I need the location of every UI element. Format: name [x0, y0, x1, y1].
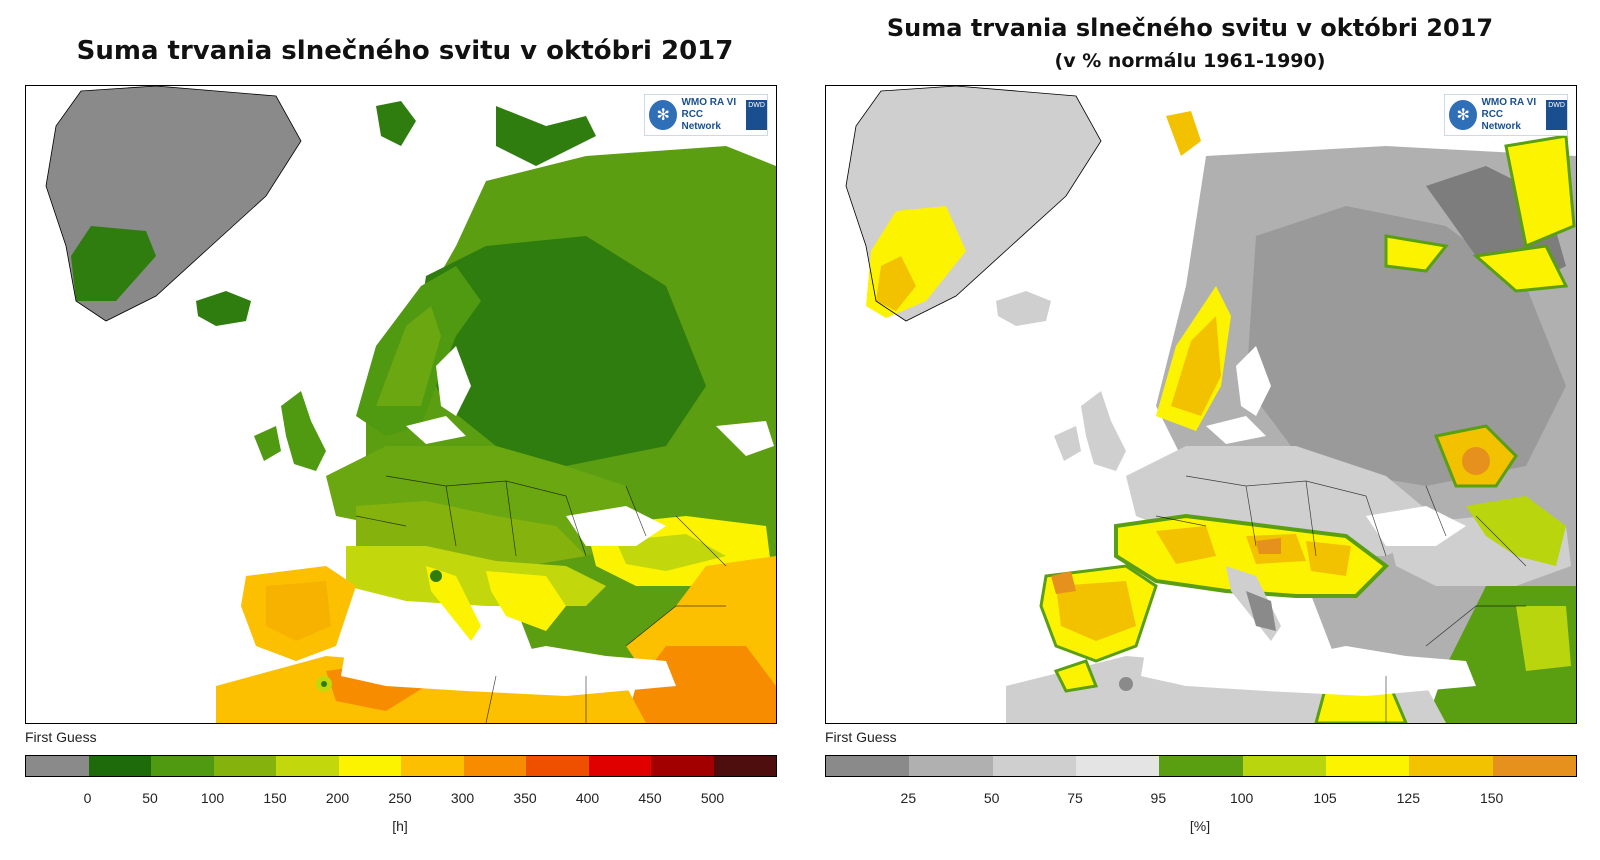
hours-legend-bar: [25, 755, 777, 777]
hours-legend-tick: 50: [142, 790, 158, 806]
sunshine-percent-map: ✻ WMO RA VI RCC Network DWD: [825, 85, 1577, 724]
percent-legend-tick: 150: [1479, 790, 1504, 806]
right-map-title: Suma trvania slnečného svitu v októbri 2…: [886, 14, 1494, 42]
hours-legend-tick: 500: [700, 790, 725, 806]
hours-legend-swatch: [651, 756, 714, 776]
hours-legend-swatch: [151, 756, 214, 776]
wmo-dwd-logo: ✻ WMO RA VI RCC Network DWD: [1444, 94, 1568, 136]
sunshine-hours-map-graphic: [45, 86, 776, 723]
left-map-title: Suma trvania slnečného svitu v októbri 2…: [76, 36, 734, 66]
percent-unit-label: [%]: [1189, 818, 1211, 834]
percent-legend-tick: 125: [1396, 790, 1421, 806]
hours-legend-tick: 250: [388, 790, 412, 806]
logo-line-2: RCC Network: [1481, 109, 1521, 132]
percent-legend-swatch: [1325, 756, 1410, 776]
hours-legend-swatch: [463, 756, 526, 776]
percent-legend-swatch: [1492, 756, 1576, 776]
first-guess-label: First Guess: [825, 729, 897, 745]
hours-legend-swatch: [713, 756, 776, 776]
logo-line-2: RCC Network: [681, 109, 721, 132]
percent-legend-tick: 75: [1067, 790, 1083, 806]
percent-legend-ticks: 25 50 75 95 100 105 125 150: [825, 790, 1575, 810]
first-guess-label: First Guess: [25, 729, 97, 745]
percent-legend-tick: 95: [1150, 790, 1167, 806]
logo-line-1: WMO RA VI: [1481, 97, 1537, 108]
hours-legend-tick: 0: [83, 790, 92, 806]
hours-legend-ticks: 0 50 100 150 200 250 300 350 400 450 500: [25, 790, 775, 810]
hours-legend-tick: 100: [200, 790, 225, 806]
percent-legend-tick: 100: [1229, 790, 1254, 806]
right-map-subtitle: (v % normálu 1961-1990): [1054, 50, 1326, 72]
percent-legend-tick: 50: [983, 790, 1000, 806]
hours-legend-tick: 300: [450, 790, 475, 806]
hours-unit-label: [h]: [392, 818, 408, 834]
percent-legend-swatch: [1242, 756, 1326, 776]
percent-legend-swatch: [826, 756, 910, 776]
percent-legend-tick: 105: [1313, 790, 1337, 806]
hours-legend-swatch: [26, 756, 89, 776]
hours-legend-swatch: [213, 756, 276, 776]
logo-text: WMO RA VI RCC Network: [681, 97, 742, 133]
hours-legend-swatch: [401, 756, 464, 776]
hours-legend-tick: 400: [575, 790, 600, 806]
percent-legend-tick: 25: [900, 790, 917, 806]
percent-legend-swatch: [1159, 756, 1243, 776]
hours-legend-tick: 450: [638, 790, 662, 806]
sunshine-hours-map: ✻ WMO RA VI RCC Network DWD: [25, 85, 777, 724]
wmo-logo-icon: ✻: [649, 100, 678, 130]
hours-legend-swatch: [338, 756, 401, 776]
percent-legend-swatch: [992, 756, 1076, 776]
logo-text: WMO RA VI RCC Network: [1481, 97, 1542, 133]
dwd-logo-icon: DWD: [746, 100, 767, 130]
dwd-logo-icon: DWD: [1546, 100, 1567, 130]
hours-legend-swatch: [88, 756, 151, 776]
percent-legend-swatch: [909, 756, 993, 776]
logo-line-1: WMO RA VI: [681, 97, 737, 108]
percent-legend-swatch: [1409, 756, 1493, 776]
wmo-dwd-logo: ✻ WMO RA VI RCC Network DWD: [644, 94, 768, 136]
hours-legend-tick: 350: [513, 790, 537, 806]
wmo-logo-icon: ✻: [1449, 100, 1478, 130]
hours-legend-tick: 200: [325, 790, 350, 806]
hours-legend-swatch: [526, 756, 589, 776]
sunshine-percent-map-graphic: [845, 86, 1576, 723]
percent-legend-swatch: [1075, 756, 1160, 776]
hours-legend-tick: 150: [263, 790, 287, 806]
percent-legend-bar: [825, 755, 1577, 777]
hours-legend-swatch: [276, 756, 339, 776]
hours-legend-swatch: [588, 756, 651, 776]
